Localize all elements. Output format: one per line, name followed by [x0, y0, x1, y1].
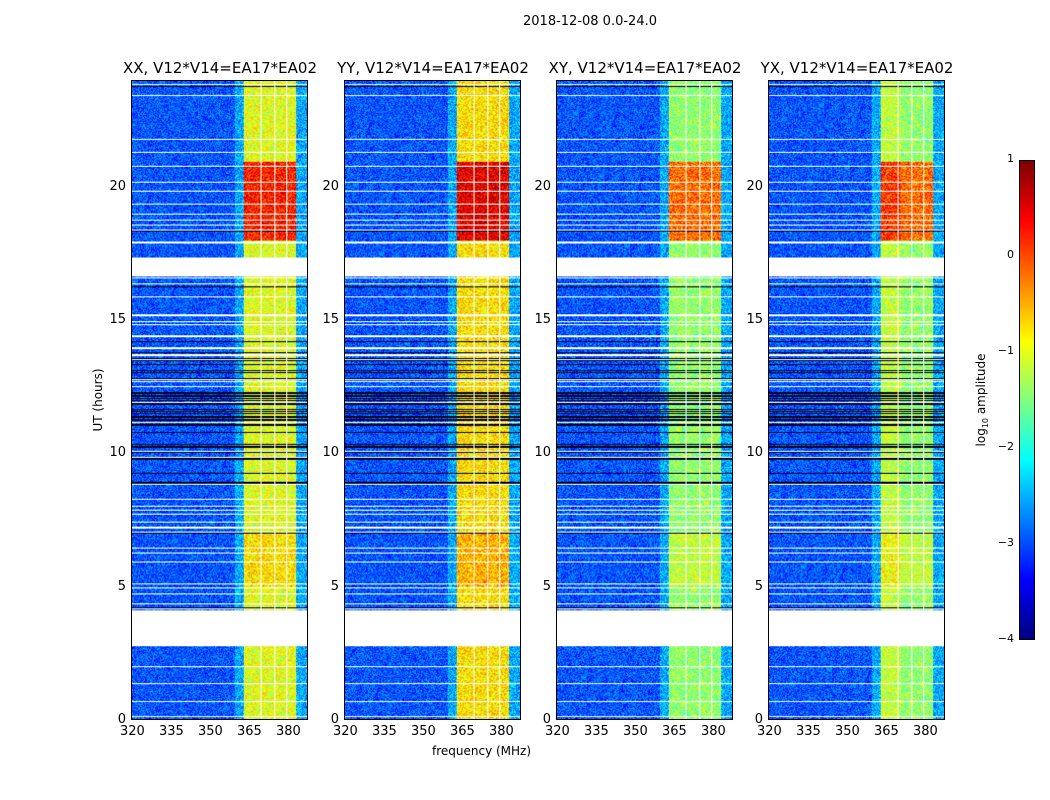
panel-title-yy: YY, V12*V14=EA17*EA02: [337, 59, 529, 77]
x-tick-label: 365: [661, 724, 687, 739]
x-axis-label: frequency (MHz): [432, 744, 532, 758]
x-tick-label: 350: [410, 724, 436, 739]
y-tick-label: 10: [109, 445, 126, 461]
y-tick-label: 10: [322, 445, 339, 461]
heatmap-panel-yx: [768, 80, 945, 720]
y-tick-label: 5: [117, 578, 126, 594]
x-tick-label: 335: [371, 724, 397, 739]
y-tick-label: 20: [322, 178, 339, 194]
panel-title-xy: XY, V12*V14=EA17*EA02: [548, 59, 742, 77]
y-tick-label: 15: [322, 312, 339, 327]
y-tick-label: 5: [330, 578, 339, 594]
x-tick-label: 365: [449, 724, 475, 739]
x-tick-label: 380: [488, 724, 514, 739]
y-tick-label: 5: [542, 578, 551, 594]
y-tick-label: 5: [754, 578, 763, 594]
x-tick-label: 365: [873, 724, 899, 739]
x-tick-label: 335: [795, 724, 821, 739]
y-tick-label: 0: [330, 712, 339, 727]
y-tick-label: 15: [534, 312, 551, 327]
colorbar-tick-label: −4: [997, 632, 1014, 645]
x-tick-label: 320: [757, 724, 782, 739]
x-tick-label: 320: [545, 724, 570, 739]
colorbar-tick-label: 0: [1007, 248, 1014, 261]
colorbar-tick-label: −1: [997, 344, 1014, 357]
x-tick-label: 320: [120, 724, 145, 739]
y-tick-label: 0: [542, 712, 551, 727]
heatmap-panel-xy: [556, 80, 733, 720]
y-tick-label: 15: [109, 312, 126, 327]
y-tick-label: 10: [746, 445, 763, 461]
x-tick-label: 350: [622, 724, 648, 739]
heatmap-panel-yy: [344, 80, 521, 720]
y-tick-label: 20: [746, 178, 763, 194]
x-tick-label: 350: [834, 724, 860, 739]
y-tick-label: 0: [754, 712, 763, 727]
panel-title-xx: XX, V12*V14=EA17*EA02: [122, 59, 318, 77]
y-tick-label: 20: [109, 178, 126, 194]
colorbar-label: log10 amplitude: [973, 353, 991, 447]
y-tick-label: 20: [534, 178, 551, 194]
x-tick-label: 350: [197, 724, 223, 739]
colorbar-tick-label: 1: [1007, 152, 1014, 165]
colorbar-tick-label: −2: [997, 440, 1014, 453]
y-tick-label: 15: [746, 312, 763, 327]
y-tick-label: 10: [534, 445, 551, 461]
x-tick-label: 380: [912, 724, 938, 739]
colorbar: [1019, 160, 1035, 640]
y-tick-label: 0: [117, 712, 126, 727]
x-tick-label: 335: [158, 724, 184, 739]
y-axis-label: UT (hours): [91, 368, 105, 432]
panel-title-yx: YX, V12*V14=EA17*EA02: [760, 59, 954, 77]
x-tick-label: 320: [333, 724, 358, 739]
x-tick-label: 380: [700, 724, 726, 739]
x-tick-label: 335: [583, 724, 609, 739]
x-tick-label: 380: [275, 724, 301, 739]
colorbar-tick-label: −3: [997, 536, 1014, 549]
figure-title: 2018-12-08 0.0-24.0: [523, 14, 657, 29]
heatmap-panel-xx: [131, 80, 308, 720]
x-tick-label: 365: [236, 724, 262, 739]
